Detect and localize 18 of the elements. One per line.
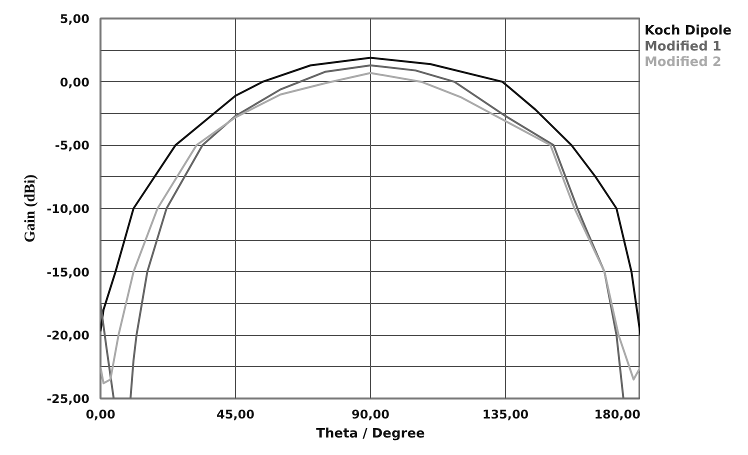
line-series bbox=[100, 56, 640, 336]
x-tick-label: 180,00 bbox=[594, 408, 641, 422]
x-tick-label: 0,00 bbox=[86, 408, 116, 422]
text: Koch Dipole bbox=[644, 24, 732, 39]
x-axis-title: Theta / Degree bbox=[316, 426, 426, 442]
x-tick-label: 45,00 bbox=[216, 408, 254, 422]
y-tick-label: 0,00 bbox=[60, 75, 90, 90]
y-tick-label: -5,00 bbox=[54, 138, 90, 153]
text: Modified 1 bbox=[644, 39, 722, 54]
y-tick-label: 5,00 bbox=[60, 12, 90, 26]
x-tick-label: 90,00 bbox=[352, 408, 390, 422]
text: Modified 2 bbox=[644, 55, 722, 70]
y-tick-label: -10,00 bbox=[46, 202, 90, 216]
y-tick-label: -15,00 bbox=[46, 265, 90, 280]
y-axis-title: Gain (dBi) bbox=[22, 174, 39, 242]
y-tick-label: -20,00 bbox=[46, 328, 90, 343]
y-tick-label: -25,00 bbox=[46, 392, 90, 406]
x-tick-label: 135,00 bbox=[482, 408, 529, 422]
